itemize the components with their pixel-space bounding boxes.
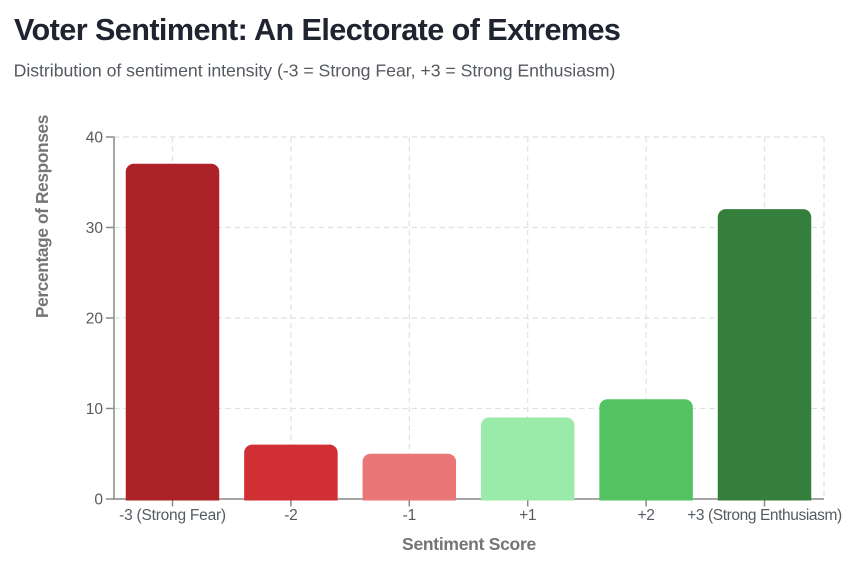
svg-text:0: 0: [94, 491, 103, 508]
svg-text:-1: -1: [403, 507, 416, 524]
svg-text:Voter Sentiment: An Electorate: Voter Sentiment: An Electorate of Extrem…: [14, 13, 620, 47]
svg-text:Percentage of Responses: Percentage of Responses: [32, 115, 52, 318]
svg-text:40: 40: [86, 129, 104, 146]
svg-text:+3 (Strong Enthusiasm): +3 (Strong Enthusiasm): [687, 507, 842, 524]
svg-text:Sentiment Score: Sentiment Score: [402, 534, 536, 554]
svg-text:+1: +1: [519, 507, 536, 524]
svg-text:30: 30: [86, 220, 104, 237]
svg-text:-2: -2: [284, 507, 297, 524]
svg-text:-3 (Strong Fear): -3 (Strong Fear): [119, 507, 226, 524]
svg-text:10: 10: [86, 401, 104, 418]
svg-text:20: 20: [86, 310, 104, 327]
svg-text:+2: +2: [637, 507, 654, 524]
svg-text:Distribution of sentiment inte: Distribution of sentiment intensity (-3 …: [14, 61, 616, 81]
